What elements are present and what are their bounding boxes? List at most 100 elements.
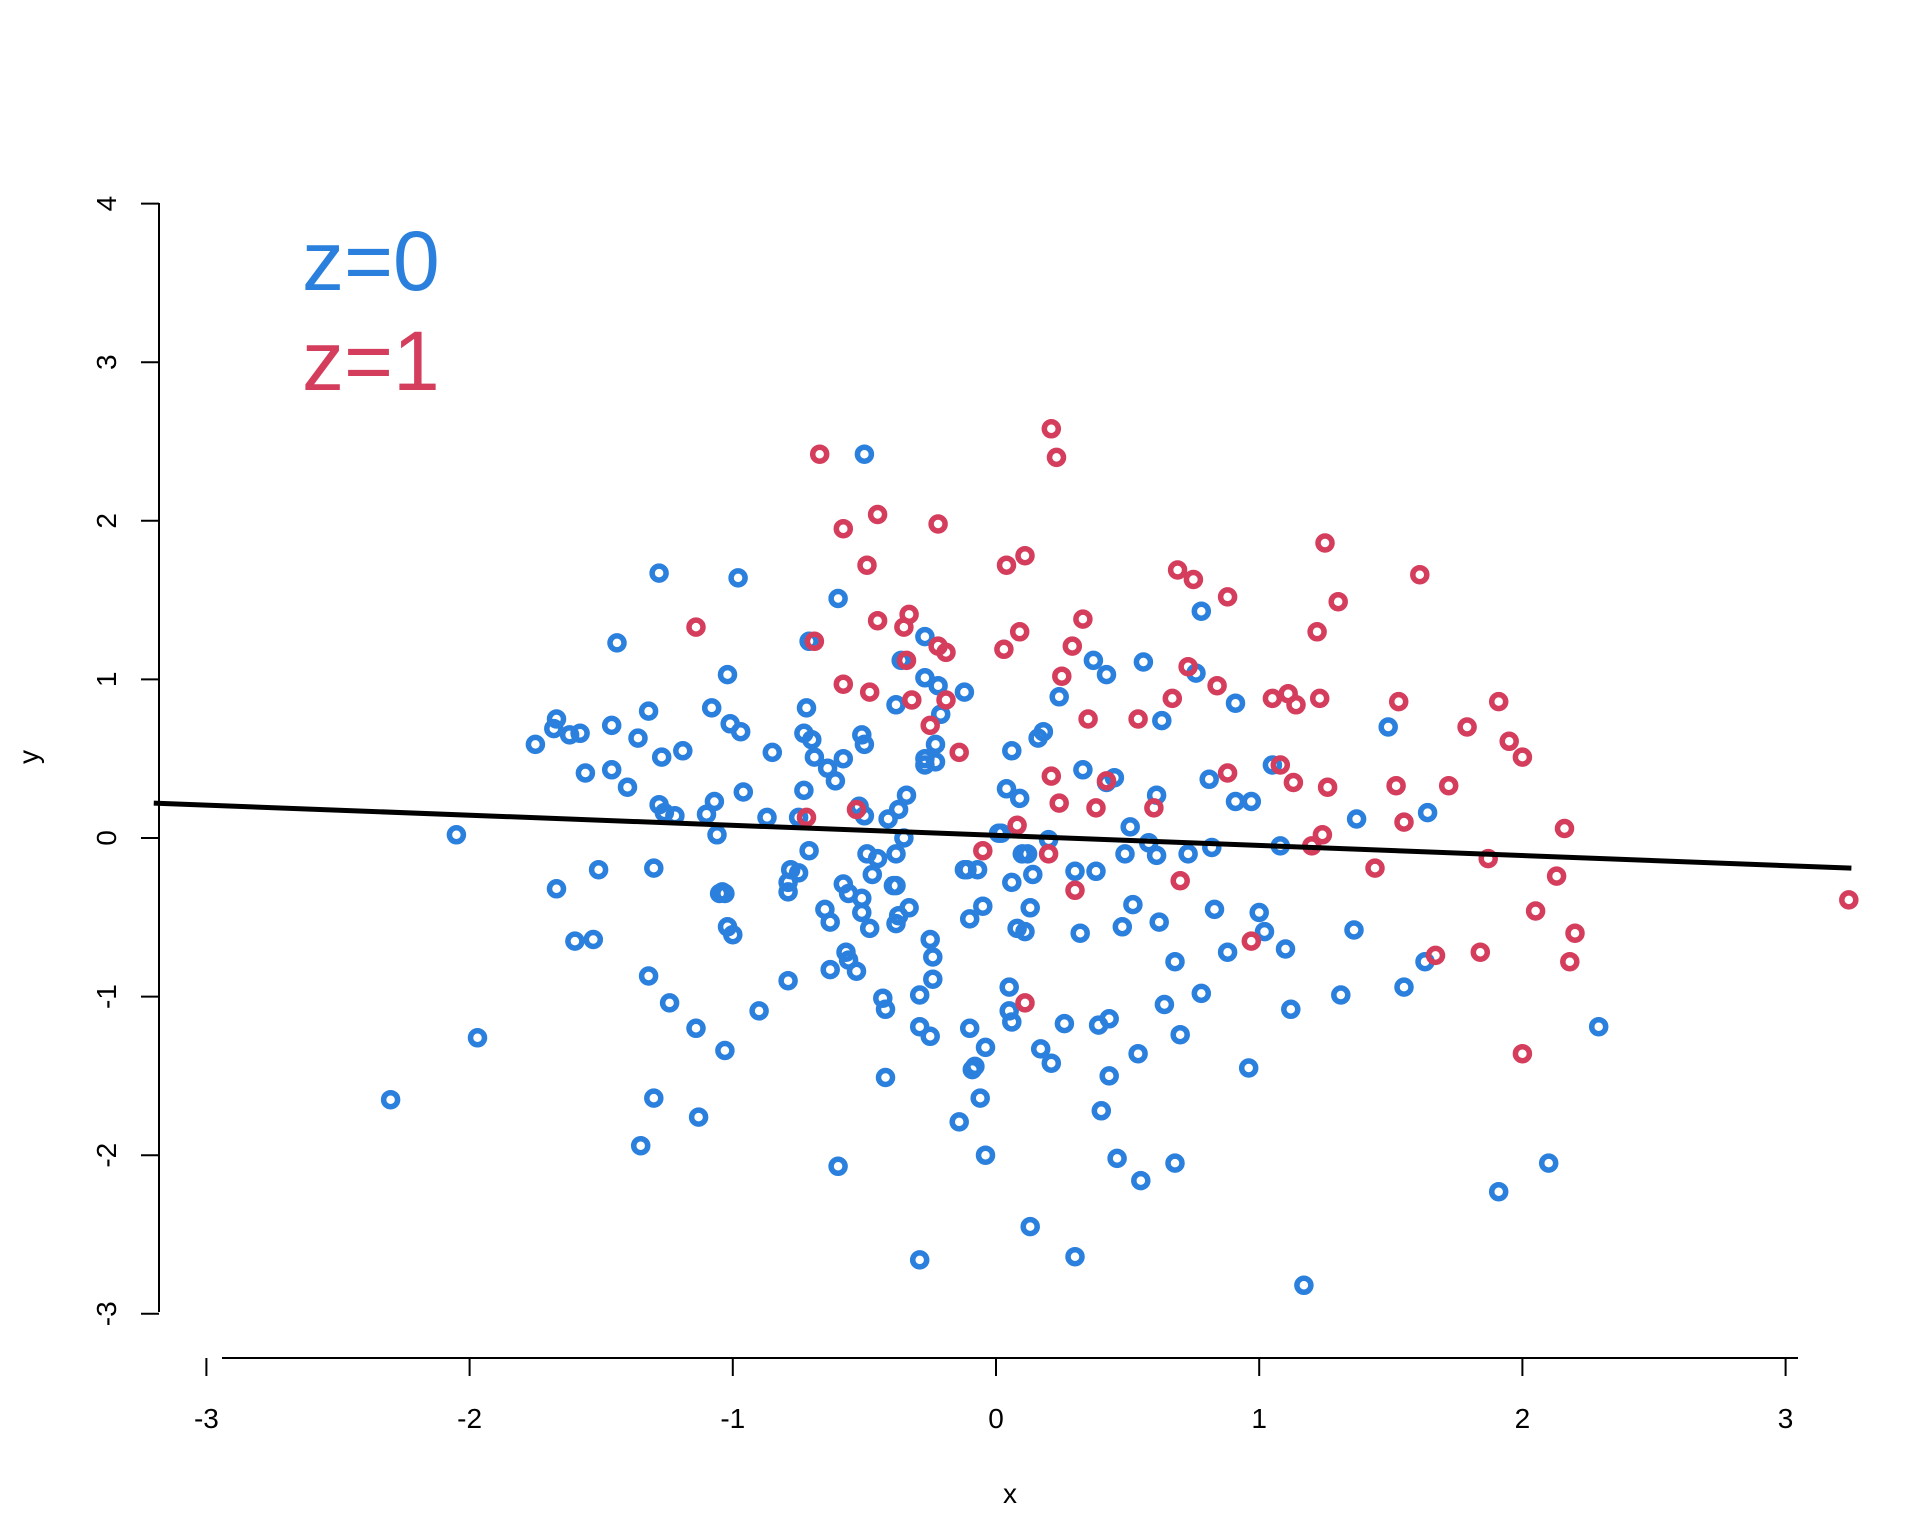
point-z1 — [996, 555, 1017, 575]
point-z0 — [920, 929, 940, 950]
point-z0 — [546, 709, 567, 729]
x-tick-label: -2 — [457, 1403, 482, 1434]
point-z1 — [1438, 775, 1459, 796]
point-z1 — [902, 690, 922, 710]
point-z1 — [1086, 798, 1106, 818]
point-z0 — [1083, 650, 1104, 671]
point-z0 — [601, 715, 622, 736]
point-z0 — [715, 883, 735, 904]
point-z1 — [1262, 688, 1283, 709]
point-z0 — [1378, 717, 1398, 737]
point-z0 — [1041, 1053, 1062, 1073]
point-z0 — [954, 682, 975, 702]
point-z0 — [688, 1107, 709, 1127]
point-z1 — [1312, 825, 1333, 845]
point-z1 — [1307, 622, 1327, 642]
point-z0 — [1115, 844, 1135, 864]
point-z0 — [1165, 1153, 1185, 1173]
point-z0 — [875, 1067, 896, 1088]
point-z0 — [659, 993, 680, 1013]
y-tick-label: -3 — [91, 1301, 122, 1326]
point-z1 — [833, 674, 854, 694]
point-z1 — [1394, 812, 1414, 832]
point-z0 — [1033, 721, 1054, 742]
point-z1 — [1457, 717, 1477, 737]
point-z0 — [1107, 1148, 1127, 1169]
point-z0 — [1165, 951, 1185, 972]
point-z1 — [1009, 622, 1030, 642]
point-z1 — [1015, 993, 1035, 1013]
point-z1 — [1062, 636, 1083, 656]
point-z0 — [644, 858, 664, 878]
point-z0 — [923, 947, 943, 967]
point-z0 — [915, 668, 935, 688]
legend-label-z0: z=0 — [302, 214, 440, 308]
point-z1 — [1162, 688, 1183, 709]
point-z1 — [1512, 747, 1533, 767]
point-z0 — [1086, 861, 1106, 882]
y-axis-title: y — [13, 750, 44, 764]
point-z0 — [959, 909, 980, 929]
point-z0 — [1049, 687, 1069, 707]
point-z0 — [1588, 1016, 1609, 1037]
point-z0 — [804, 747, 825, 767]
point-z0 — [1199, 769, 1219, 790]
point-z0 — [1152, 710, 1172, 731]
point-z0 — [704, 791, 725, 812]
point-z0 — [1002, 741, 1022, 761]
point-z0 — [638, 966, 659, 986]
point-z0 — [886, 844, 906, 864]
point-z1 — [899, 604, 919, 625]
y-tick-label: 3 — [91, 354, 122, 370]
point-z0 — [1346, 809, 1367, 829]
point-z0 — [970, 1088, 990, 1108]
point-z0 — [1120, 817, 1140, 837]
point-z0 — [1112, 917, 1133, 937]
point-z1 — [1315, 533, 1335, 553]
point-z0 — [1131, 1170, 1151, 1191]
y-tick-label: -1 — [91, 984, 122, 1009]
point-z0 — [1002, 1012, 1022, 1032]
point-z0 — [1128, 1043, 1148, 1064]
point-z0 — [1254, 921, 1275, 942]
point-z1 — [859, 682, 880, 702]
point-z0 — [796, 698, 817, 718]
point-z1 — [1207, 675, 1227, 696]
x-axis: -3 -2 -1 0 1 2 3 — [194, 1357, 1798, 1434]
point-z0 — [630, 1135, 651, 1156]
x-tick-label: -1 — [720, 1403, 745, 1434]
point-z1 — [1183, 569, 1204, 590]
point-z0 — [896, 785, 917, 805]
point-z0 — [570, 723, 590, 744]
point-z1 — [1554, 818, 1575, 839]
point-z0 — [778, 970, 798, 991]
point-z0 — [949, 1112, 969, 1132]
point-z1 — [1217, 587, 1238, 607]
point-z1 — [857, 555, 877, 575]
point-z1 — [846, 799, 867, 820]
point-z0 — [820, 912, 840, 932]
point-z1 — [949, 742, 969, 763]
point-z1 — [1049, 793, 1069, 813]
point-z0 — [915, 626, 935, 647]
x-tick-label: 1 — [1251, 1403, 1267, 1434]
point-z1 — [1478, 848, 1498, 869]
point-z0 — [601, 760, 622, 780]
point-z0 — [1054, 1013, 1075, 1034]
point-z0 — [888, 799, 909, 820]
point-z0 — [617, 777, 638, 797]
point-z1 — [1241, 931, 1262, 951]
point-z0 — [925, 752, 946, 772]
point-z0 — [1275, 939, 1296, 959]
point-z0 — [852, 725, 872, 745]
point-z0 — [1099, 1066, 1119, 1086]
point-z1 — [1839, 890, 1859, 910]
point-z1 — [1065, 880, 1085, 901]
point-z1 — [867, 504, 888, 525]
point-z0 — [828, 588, 848, 609]
point-z0 — [1009, 788, 1030, 809]
point-z0 — [788, 863, 809, 883]
point-z0 — [1538, 1153, 1559, 1173]
fit-line — [153, 800, 1852, 871]
